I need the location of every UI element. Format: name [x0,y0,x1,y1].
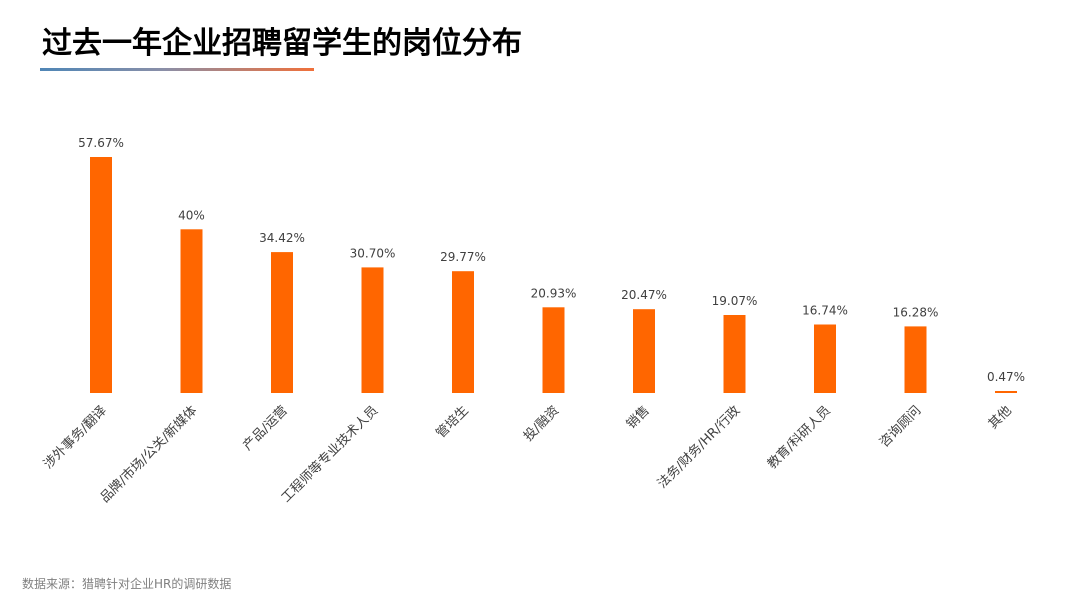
bar [633,309,655,393]
bar [180,229,203,393]
bar-value-label: 0.47% [987,370,1025,384]
category-label: 涉外事务/翻译 [40,403,110,473]
bar [452,271,474,393]
category-label: 产品/运营 [240,403,290,453]
bar [723,315,746,393]
category-label: 投/融资 [520,403,562,445]
bar [361,267,384,393]
category-label: 法务/财务/HR/行政 [654,403,743,492]
title-underline [40,68,314,71]
bar-value-label: 40% [178,208,205,222]
bar-value-label: 34.42% [259,231,305,245]
bar [90,157,112,393]
bar-value-label: 30.70% [350,246,396,260]
category-label: 教育/科研人员 [764,403,834,473]
category-label: 咨询顾问 [877,403,924,450]
bar-value-label: 16.74% [802,304,848,318]
bar-value-label: 20.93% [531,286,577,300]
bar-value-label: 19.07% [712,294,758,308]
bar-value-label: 57.67% [78,136,124,150]
data-source-note: 数据来源：猎聘针对企业HR的调研数据 [22,577,232,591]
bar [271,252,293,393]
bar-value-label: 20.47% [621,288,667,302]
bar [904,326,927,393]
bar [542,307,565,393]
category-label: 工程师等专业技术人员 [278,403,381,506]
bar-value-label: 16.28% [893,305,939,319]
bar-value-label: 29.77% [440,250,486,264]
bar [995,391,1017,393]
category-label: 销售 [623,403,653,433]
page-title: 过去一年企业招聘留学生的岗位分布 [42,26,522,61]
category-label: 管培生 [433,403,472,442]
category-label: 其他 [986,403,1015,432]
category-label: 品牌/市场/公关/新媒体 [97,403,200,506]
bar-series [90,157,1017,393]
bar [814,324,836,393]
data-labels: 57.67% 40% 34.42% 30.70% 29.77% 20.93% 20.47% 1… [78,136,1025,384]
